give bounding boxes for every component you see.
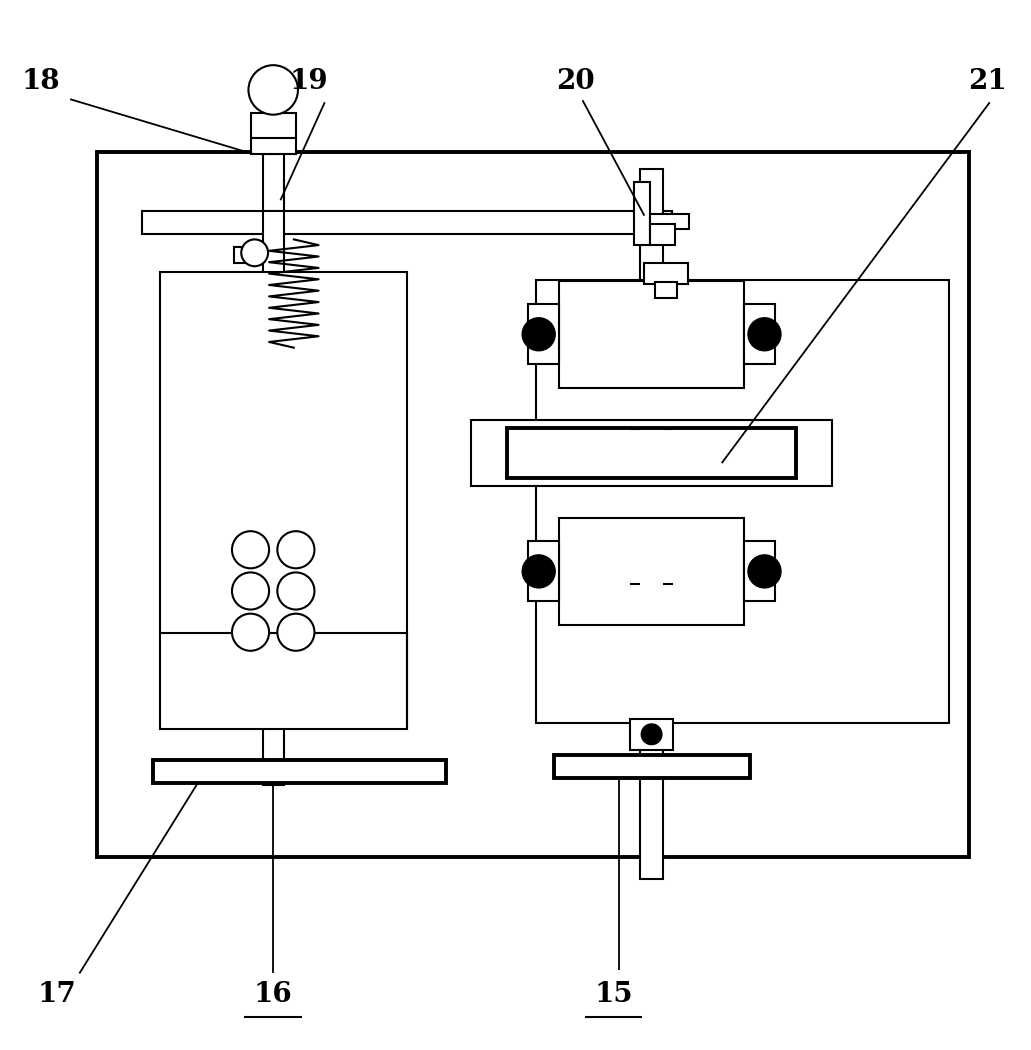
Text: 17: 17 <box>37 981 76 1008</box>
Circle shape <box>241 239 268 267</box>
Bar <box>254 657 293 677</box>
Bar <box>234 247 251 264</box>
Text: 20: 20 <box>556 68 595 96</box>
Circle shape <box>232 572 269 610</box>
Bar <box>97 152 969 857</box>
Bar <box>559 518 744 625</box>
Bar <box>554 755 750 778</box>
Text: 16: 16 <box>254 981 293 1008</box>
Bar <box>559 280 744 387</box>
Circle shape <box>277 613 314 651</box>
Bar <box>640 169 663 879</box>
Bar <box>744 304 775 364</box>
Circle shape <box>248 65 298 114</box>
Bar <box>507 428 796 478</box>
Bar <box>239 469 307 526</box>
Text: 21: 21 <box>968 68 1007 96</box>
Circle shape <box>232 531 269 568</box>
Bar <box>263 154 284 211</box>
Bar <box>263 211 284 784</box>
Bar <box>251 112 296 154</box>
Circle shape <box>277 572 314 610</box>
Bar <box>634 182 650 245</box>
Bar <box>744 542 775 602</box>
Bar <box>630 719 673 750</box>
Bar <box>650 213 689 229</box>
Circle shape <box>277 531 314 568</box>
Bar <box>251 353 296 445</box>
Bar <box>650 224 675 245</box>
Bar <box>160 272 407 729</box>
Text: 15: 15 <box>594 981 633 1008</box>
Circle shape <box>641 724 662 744</box>
Bar <box>238 445 308 464</box>
Circle shape <box>523 318 555 351</box>
Bar <box>536 279 949 723</box>
Bar <box>655 281 677 298</box>
Bar <box>528 542 559 602</box>
Bar <box>153 760 446 782</box>
Circle shape <box>749 318 781 351</box>
Bar <box>528 304 559 364</box>
Bar <box>471 420 832 486</box>
Circle shape <box>523 554 555 588</box>
Circle shape <box>749 554 781 588</box>
Bar <box>142 211 672 234</box>
Circle shape <box>232 613 269 651</box>
Bar <box>644 264 688 284</box>
Bar <box>255 476 292 520</box>
Text: 19: 19 <box>290 68 329 96</box>
Text: 18: 18 <box>22 68 61 96</box>
